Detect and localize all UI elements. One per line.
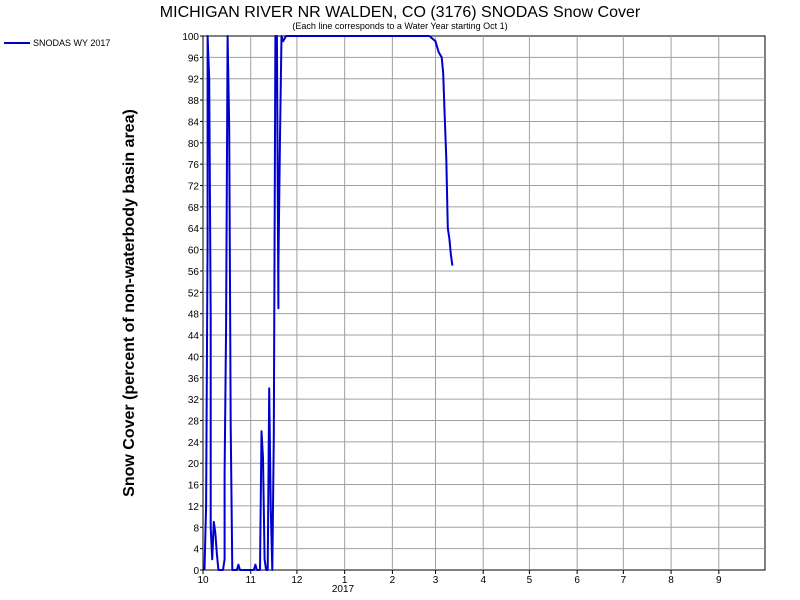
y-tick-label: 84	[188, 117, 200, 128]
x-tick-label: 2	[390, 575, 396, 586]
x-tick-label: 8	[668, 575, 674, 586]
grid	[203, 36, 765, 570]
x-tick-label: 4	[480, 575, 486, 586]
y-tick-label: 44	[188, 331, 200, 342]
y-tick-label: 92	[188, 75, 200, 86]
y-tick-label: 32	[188, 395, 200, 406]
y-tick-label: 24	[188, 438, 200, 449]
x-tick-label: 10	[197, 575, 209, 586]
y-tick-label: 52	[188, 288, 200, 299]
x-year-label: 2017	[332, 584, 355, 595]
y-tick-label: 0	[193, 566, 199, 577]
y-tick-label: 60	[188, 246, 200, 257]
legend: SNODAS WY 2017	[4, 38, 110, 48]
series-line	[203, 35, 454, 571]
plot-frame	[202, 35, 766, 571]
series-layer	[203, 35, 454, 571]
legend-label: SNODAS WY 2017	[33, 38, 110, 48]
y-tick-label: 80	[188, 139, 200, 150]
x-axis: 10 11 12 1 2 3 4 5 6 7 8 9	[197, 570, 722, 586]
y-tick-label: 68	[188, 203, 200, 214]
y-tick-label: 28	[188, 416, 200, 427]
x-tick-label: 12	[291, 575, 303, 586]
y-tick-label: 48	[188, 310, 200, 321]
y-tick-label: 88	[188, 96, 200, 107]
y-tick-label: 8	[193, 523, 199, 534]
y-tick-label: 20	[188, 459, 200, 470]
y-axis: 0481216202428323640444852566064687276808…	[182, 32, 203, 577]
x-tick-label: 1	[342, 575, 348, 586]
chart-subtitle: (Each line corresponds to a Water Year s…	[292, 21, 507, 31]
y-tick-label: 40	[188, 352, 200, 363]
x-tick-label: 5	[527, 575, 533, 586]
y-axis-label: Snow Cover (percent of non-waterbody bas…	[121, 109, 138, 497]
y-tick-label: 96	[188, 53, 200, 64]
y-tick-label: 76	[188, 160, 200, 171]
y-tick-label: 16	[188, 481, 200, 492]
y-tick-label: 72	[188, 182, 200, 193]
x-tick-label: 3	[433, 575, 439, 586]
y-tick-label: 100	[182, 32, 199, 43]
plot-area: 0481216202428323640444852566064687276808…	[182, 32, 766, 586]
y-tick-label: 12	[188, 502, 200, 513]
y-tick-label: 36	[188, 374, 200, 385]
y-tick-label: 56	[188, 267, 200, 278]
x-tick-label: 11	[246, 575, 257, 586]
y-tick-label: 64	[188, 224, 200, 235]
y-tick-label: 4	[193, 545, 199, 556]
x-tick-label: 6	[574, 575, 580, 586]
x-tick-label: 9	[716, 575, 722, 586]
x-tick-label: 7	[621, 575, 627, 586]
chart-title: MICHIGAN RIVER NR WALDEN, CO (3176) SNOD…	[160, 4, 641, 21]
